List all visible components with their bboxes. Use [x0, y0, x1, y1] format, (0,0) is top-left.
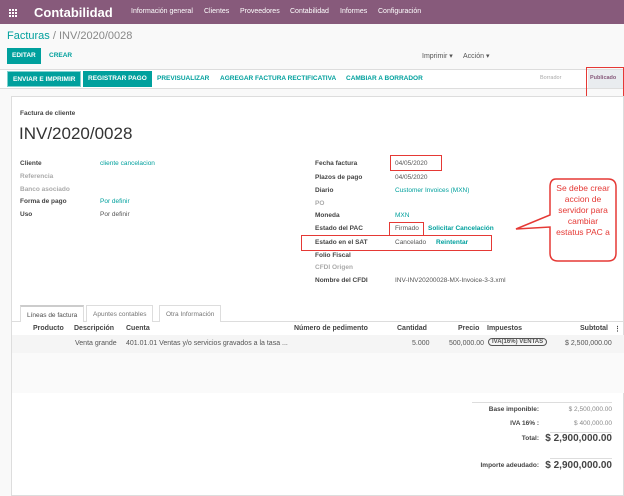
- field-value: 04/05/2020: [395, 174, 428, 181]
- breadcrumb-facturas[interactable]: Facturas: [7, 30, 50, 42]
- caret-down-icon: ▾: [449, 53, 453, 60]
- status-borrador[interactable]: Borrador: [540, 75, 562, 81]
- apps-menu-icon[interactable]: [8, 8, 17, 17]
- field-label: Diario: [315, 187, 334, 194]
- col-producto[interactable]: Producto: [33, 325, 64, 332]
- preview-button[interactable]: Previsualizar: [157, 75, 210, 82]
- print-dropdown[interactable]: Imprimir ▾: [422, 52, 453, 60]
- iva-label: IVA 16% :: [510, 420, 539, 427]
- field-label: Banco asociado: [20, 185, 70, 193]
- field-value[interactable]: MXN: [395, 212, 410, 219]
- field-label: Folio Fiscal: [315, 252, 351, 259]
- field-value: Por definir: [100, 211, 130, 219]
- field-value[interactable]: Por definir: [100, 198, 130, 206]
- field-action-button[interactable]: Reintentar: [436, 239, 469, 246]
- total-value: $ 2,900,000.00: [545, 433, 612, 444]
- field-value: INV-INV20200028-MX-Invoice-3-3.xml: [395, 277, 506, 284]
- field-label: Uso: [20, 211, 33, 219]
- action-label: Acción: [463, 53, 485, 60]
- col-cantidad[interactable]: Cantidad: [397, 325, 427, 332]
- breadcrumb: Facturas / INV/2020/0028: [7, 30, 133, 42]
- field-label: Referencia: [20, 172, 54, 180]
- field-label: Estado en el SAT: [315, 239, 368, 246]
- cell-cuenta: 401.01.01 Ventas y/o servicios gravados …: [126, 340, 288, 347]
- field-value[interactable]: Customer Invoices (MXN): [395, 187, 470, 194]
- callout-text: Se debe crear accion de servidor para cambi…: [556, 183, 610, 237]
- statusbar: [0, 69, 624, 89]
- col-pedimento[interactable]: Número de pedimento: [294, 325, 368, 332]
- due-label: Importe adeudado:: [480, 462, 539, 469]
- col-descripcion[interactable]: Descripción: [74, 325, 115, 332]
- menu-configuracion[interactable]: Configuración: [378, 8, 422, 15]
- register-payment-button[interactable]: Registrar pago: [83, 71, 152, 87]
- field-label: Plazos de pago: [315, 174, 363, 181]
- field-label: Forma de pago: [20, 198, 67, 206]
- base-value: $ 2,500,000.00: [568, 406, 612, 413]
- menu-informes[interactable]: Informes: [340, 8, 368, 15]
- field-value[interactable]: cliente cancelacion: [100, 160, 155, 167]
- edit-button[interactable]: Editar: [7, 48, 41, 64]
- cell-precio: 500,000.00: [449, 340, 485, 347]
- due-value: $ 2,900,000.00: [545, 460, 612, 471]
- menu-clientes[interactable]: Clientes: [204, 8, 230, 15]
- invoice-number: INV/2020/0028: [19, 124, 133, 143]
- top-navbar: [0, 0, 624, 24]
- field-label: PO: [315, 200, 325, 207]
- caret-down-icon: ▾: [485, 53, 490, 60]
- tab-lineas-factura[interactable]: Líneas de factura: [20, 305, 85, 322]
- field-label: CFDI Origen: [315, 264, 353, 271]
- field-label: Cliente: [20, 160, 42, 167]
- action-dropdown[interactable]: Acción ▾: [463, 52, 489, 60]
- col-precio[interactable]: Precio: [458, 325, 480, 332]
- total-label: Total:: [521, 435, 539, 442]
- highlight-box-date: [390, 155, 442, 171]
- create-button[interactable]: Crear: [49, 52, 73, 59]
- app-title: Contabilidad: [34, 5, 113, 20]
- field-label: Fecha factura: [315, 160, 358, 167]
- field-action-button[interactable]: Solicitar Cancelación: [428, 225, 494, 232]
- cell-descripcion: Venta grande: [75, 340, 117, 347]
- invoice-type: Factura de cliente: [20, 110, 76, 117]
- reset-to-draft-button[interactable]: Cambiar a borrador: [346, 75, 423, 82]
- add-credit-note-button[interactable]: Agregar factura rectificativa: [220, 75, 337, 82]
- tab-otra-informacion[interactable]: Otra Información: [159, 305, 222, 322]
- cell-cantidad: 5.000: [412, 340, 430, 347]
- breadcrumb-current: INV/2020/0028: [58, 30, 133, 42]
- col-cuenta[interactable]: Cuenta: [126, 325, 150, 332]
- col-subtotal[interactable]: Subtotal: [580, 325, 608, 332]
- callout-bubble: [515, 178, 617, 262]
- iva-value: $ 400,000.00: [574, 420, 612, 427]
- menu-contabilidad[interactable]: Contabilidad: [290, 8, 329, 15]
- field-label: Moneda: [315, 212, 340, 219]
- tax-badge: IVA(16%) VENTAS: [488, 338, 548, 346]
- highlight-box-pac: [389, 222, 424, 236]
- field-label: Nombre del CFDI: [315, 277, 368, 284]
- highlight-box-sat: [301, 235, 492, 251]
- column-options-icon[interactable]: ⋮: [614, 326, 621, 333]
- field-label: Estado del PAC: [315, 225, 363, 232]
- invoice-sheet: [11, 96, 624, 496]
- menu-proveedores[interactable]: Proveedores: [240, 8, 280, 15]
- base-label: Base imponible:: [488, 406, 539, 413]
- menu-informacion-general[interactable]: Información general: [131, 8, 193, 15]
- field-value: Cancelado: [395, 239, 427, 246]
- print-label: Imprimir: [422, 53, 448, 60]
- field-value: 04/05/2020: [395, 160, 428, 167]
- status-publicado: Publicado: [590, 75, 617, 81]
- table-row[interactable]: [12, 335, 624, 353]
- field-value: Firmado: [395, 225, 419, 232]
- tab-apuntes-contables[interactable]: Apuntes contables: [86, 305, 154, 322]
- send-print-button[interactable]: Enviar e imprimir: [7, 71, 82, 87]
- col-impuestos[interactable]: Impuestos: [487, 325, 523, 332]
- highlight-box-status: [586, 67, 624, 97]
- cell-subtotal: $ 2,500,000.00: [565, 340, 612, 347]
